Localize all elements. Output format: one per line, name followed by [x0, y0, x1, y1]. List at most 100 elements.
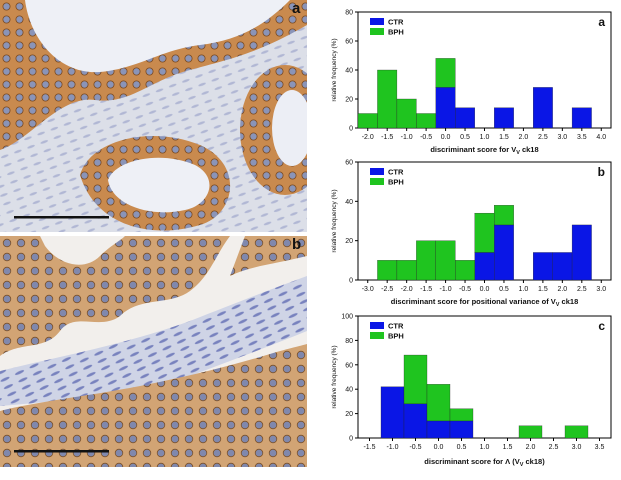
panel-letter: c	[598, 319, 605, 333]
micrograph-letter: a	[292, 0, 301, 17]
legend-swatch	[370, 28, 384, 35]
y-axis-label: relative frequency (%)	[331, 189, 338, 252]
x-tick-label: 2.5	[577, 286, 587, 293]
panel-letter: a	[598, 15, 605, 29]
x-axis-label: discriminant score for VV ck18	[430, 145, 538, 156]
legend-swatch	[370, 168, 384, 175]
x-tick-label: 2.0	[519, 134, 529, 141]
legend-label: BPH	[388, 332, 404, 341]
x-tick-label: 2.5	[549, 444, 559, 451]
x-tick-label: 2.0	[526, 444, 536, 451]
panel-letter: b	[598, 165, 605, 179]
y-tick-label: 40	[345, 199, 353, 206]
x-tick-label: 3.5	[595, 444, 605, 451]
y-axis-label: relative frequency (%)	[331, 38, 338, 101]
y-tick-label: 20	[345, 97, 353, 104]
x-tick-label: 0.5	[457, 444, 467, 451]
bar-ctr	[494, 107, 514, 129]
micrograph-a-image	[0, 0, 307, 232]
y-tick-label: 40	[345, 387, 353, 394]
legend-label: CTR	[388, 322, 404, 331]
x-tick-label: 4.0	[596, 134, 606, 141]
legend-swatch	[370, 18, 384, 25]
bar-ctr	[494, 224, 514, 281]
x-tick-label: -3.0	[362, 286, 374, 293]
x-tick-label: -1.0	[440, 286, 452, 293]
legend-swatch	[370, 322, 384, 329]
y-tick-label: 20	[345, 411, 353, 418]
x-tick-label: -2.5	[381, 286, 393, 293]
x-tick-label: 2.5	[538, 134, 548, 141]
histogram-a: -2.0 -1.5 -1.0 -0.5 0.0 0.5 1.0 1.5 2.0 2.5 3.0 3.5…	[312, 4, 621, 156]
micrograph-b-image	[0, 236, 307, 467]
bar-bph	[426, 384, 451, 422]
micrograph-a: a	[0, 0, 307, 232]
bar-bph	[474, 212, 495, 253]
x-tick-label: 2.0	[557, 286, 567, 293]
micrograph-letter: b	[292, 236, 302, 253]
legend-swatch	[370, 178, 384, 185]
y-tick-label: 20	[345, 238, 353, 245]
y-tick-label: 60	[345, 362, 353, 369]
bar-bph	[435, 58, 456, 88]
bar-ctr	[552, 252, 573, 281]
x-tick-label: 3.0	[572, 444, 582, 451]
chart-svg: -2.0 -1.5 -1.0 -0.5 0.0 0.5 1.0 1.5 2.0 2.5 3.0 3.5…	[331, 10, 612, 156]
x-tick-label: -0.5	[459, 286, 471, 293]
y-tick-label: 60	[345, 160, 353, 167]
x-axis-label: discriminant score for positional varian…	[391, 297, 579, 308]
x-tick-label: 1.0	[480, 134, 490, 141]
x-tick-label: 0.5	[499, 286, 509, 293]
y-tick-label: 60	[345, 39, 353, 46]
bar-ctr	[403, 403, 428, 439]
histogram-b: -3.0 -2.5 -2.0 -1.5 -1.0 -0.5 0.0 0.5 1.0 1.5 2.0 2…	[312, 154, 621, 308]
bar-bph	[518, 425, 543, 439]
bar-ctr	[533, 252, 553, 281]
bar-bph	[403, 354, 428, 404]
x-tick-label: -1.5	[363, 444, 375, 451]
bar-bph	[357, 113, 378, 129]
y-axis-label: relative frequency (%)	[331, 345, 338, 408]
legend-swatch	[370, 332, 384, 339]
x-tick-label: 0.5	[460, 134, 470, 141]
bar-bph	[377, 260, 398, 281]
micrograph-b: b	[0, 236, 307, 467]
x-tick-label: -0.5	[409, 444, 421, 451]
bar-ctr	[571, 107, 592, 129]
y-tick-label: 100	[341, 314, 353, 321]
y-tick-label: 80	[345, 338, 353, 345]
x-axis-label: discriminant score for Λ (VV ck18)	[424, 457, 545, 468]
y-tick-label: 0	[349, 126, 353, 133]
bar-bph	[416, 240, 436, 281]
legend-label: CTR	[388, 168, 404, 177]
y-tick-label: 80	[345, 10, 353, 17]
x-tick-label: -2.0	[401, 286, 413, 293]
legend-label: BPH	[388, 178, 404, 187]
bar-bph	[435, 240, 456, 281]
bar-bph	[455, 260, 475, 281]
y-tick-label: 0	[349, 278, 353, 285]
x-tick-label: 1.5	[503, 444, 513, 451]
bar-ctr	[426, 420, 451, 439]
bar-bph	[396, 260, 417, 281]
y-tick-label: 40	[345, 68, 353, 75]
x-tick-label: -1.5	[381, 134, 393, 141]
bar-ctr	[533, 87, 553, 129]
x-tick-label: 3.5	[577, 134, 587, 141]
x-tick-label: 1.0	[519, 286, 529, 293]
chart-svg: -3.0 -2.5 -2.0 -1.5 -1.0 -0.5 0.0 0.5 1.0 1.5 2.0 2…	[331, 160, 612, 308]
x-tick-label: 0.0	[434, 444, 444, 451]
legend-label: CTR	[388, 18, 404, 27]
bar-bph	[416, 113, 436, 129]
bar-ctr	[571, 224, 592, 281]
bar-ctr	[449, 420, 474, 439]
bar-ctr	[435, 87, 456, 129]
bar-bph	[494, 205, 514, 226]
bar-bph	[396, 98, 417, 129]
bar-bph	[449, 408, 474, 422]
x-tick-label: 1.0	[480, 444, 490, 451]
bar-bph	[564, 425, 589, 439]
x-tick-label: -1.0	[386, 444, 398, 451]
x-tick-label: 0.0	[441, 134, 451, 141]
x-tick-label: 0.0	[480, 286, 490, 293]
